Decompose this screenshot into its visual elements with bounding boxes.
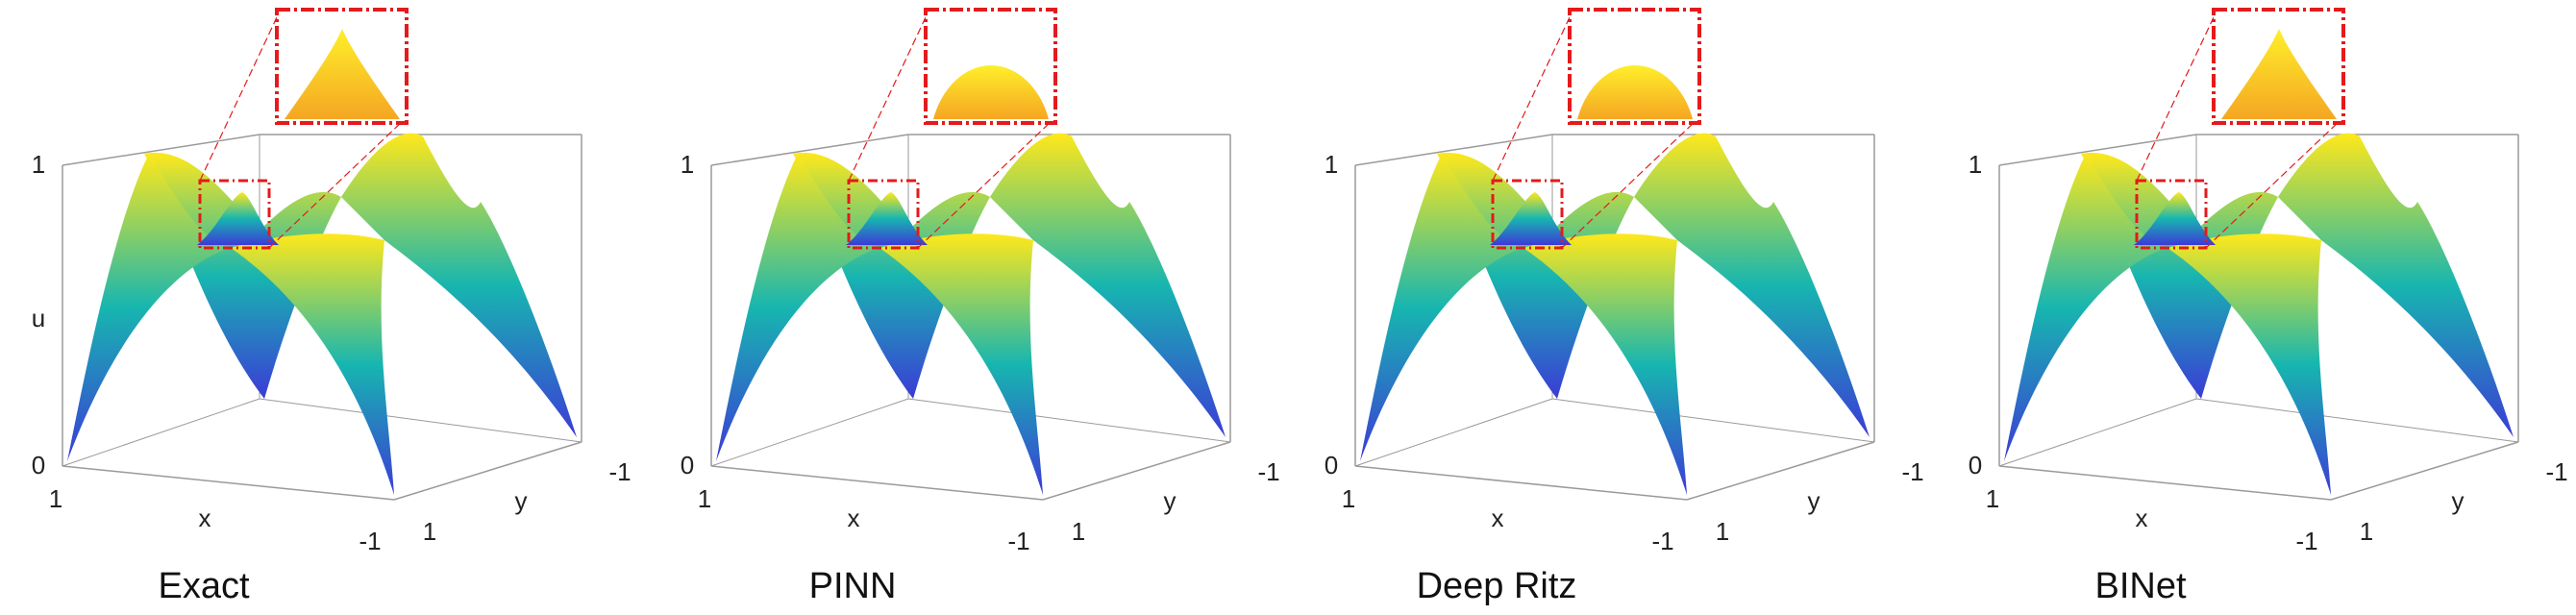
surface-right-lobe — [1634, 133, 1870, 437]
axes-box — [1354, 134, 1875, 501]
z-tick-max: 1 — [681, 150, 694, 179]
surface-plot — [2004, 133, 2514, 495]
y-tick-back: -1 — [1901, 457, 1923, 486]
surface-center-peak — [197, 192, 279, 245]
panel-title: Deep Ritz — [1417, 566, 1577, 606]
surface-left-lobe — [716, 154, 879, 461]
zoom-connector — [2136, 16, 2215, 182]
y-axis-label: y — [515, 486, 528, 515]
zoom-inset-surface — [285, 29, 400, 119]
zoom-connector — [917, 119, 1053, 249]
x-tick-right: -1 — [1651, 527, 1673, 555]
z-tick-min: 0 — [681, 451, 694, 480]
surface-left-lobe — [1360, 154, 1523, 461]
z-tick-max: 1 — [1969, 150, 1982, 179]
surface-front-lobe — [2167, 234, 2331, 495]
highlight-box — [198, 179, 271, 250]
surface-right-lobe — [990, 133, 1226, 437]
z-tick-min: 0 — [32, 451, 45, 480]
surface-right-lobe — [2278, 133, 2514, 437]
y-axis-label: y — [1808, 486, 1821, 515]
x-tick-right: -1 — [2295, 527, 2317, 555]
surface-left-lobe — [67, 154, 231, 461]
zoom-connector — [848, 16, 927, 182]
axes-box — [710, 134, 1231, 501]
x-axis-label: x — [848, 504, 860, 532]
panel-title: BINet — [2094, 566, 2186, 606]
surface-center-peak — [846, 192, 928, 245]
y-tick-back: -1 — [2545, 457, 2567, 486]
y-tick-back: -1 — [608, 457, 631, 486]
highlight-box — [847, 179, 920, 250]
surface-back-lobe — [144, 152, 341, 399]
y-axis-label: y — [1164, 486, 1177, 515]
z-tick-min: 0 — [1969, 451, 1982, 480]
z-axis-label: u — [32, 304, 45, 332]
zoom-connector — [1561, 119, 1697, 249]
z-tick-max: 1 — [1325, 150, 1338, 179]
zoom-inset-surface — [2221, 29, 2337, 119]
surface-left-lobe — [2004, 154, 2167, 461]
x-axis-label: x — [1492, 504, 1504, 532]
surface-front-lobe — [1523, 234, 1687, 495]
zoom-inset — [1568, 8, 1701, 125]
x-tick-left: 1 — [1342, 484, 1355, 513]
highlight-box — [1491, 179, 1564, 250]
surface-right-lobe — [341, 133, 577, 437]
z-tick-min: 0 — [1325, 451, 1338, 480]
zoom-callout — [198, 8, 409, 250]
x-tick-right: -1 — [1007, 527, 1029, 555]
y-axis-label: y — [2452, 486, 2465, 515]
panel-title: Exact — [158, 566, 249, 606]
zoom-inset — [2212, 8, 2345, 125]
zoom-connector — [1492, 16, 1571, 182]
surface-plot — [67, 133, 577, 495]
surface-center-peak — [2134, 192, 2216, 245]
x-tick-right: -1 — [359, 527, 381, 555]
surface-front-lobe — [879, 234, 1043, 495]
zoom-callout — [2135, 8, 2345, 250]
zoom-callout — [847, 8, 1057, 250]
zoom-callout — [1491, 8, 1701, 250]
axes-box — [62, 134, 582, 501]
surface-front-lobe — [231, 234, 394, 495]
surface-plot — [1360, 133, 1870, 495]
zoom-inset — [275, 8, 409, 125]
x-tick-left: 1 — [698, 484, 711, 513]
x-tick-left: 1 — [49, 484, 62, 513]
zoom-inset-surface — [1577, 65, 1693, 119]
highlight-box — [2135, 179, 2208, 250]
y-tick-back: -1 — [1257, 457, 1279, 486]
y-tick-front: 1 — [1716, 517, 1729, 546]
surface-back-lobe — [2081, 152, 2278, 399]
y-tick-front: 1 — [1072, 517, 1085, 546]
y-tick-front: 1 — [2360, 517, 2373, 546]
surface-back-lobe — [1437, 152, 1634, 399]
surface-plot — [716, 133, 1226, 495]
x-axis-label: x — [2136, 504, 2148, 532]
zoom-connector — [2205, 119, 2341, 249]
x-tick-left: 1 — [1986, 484, 1999, 513]
surface-center-peak — [1490, 192, 1572, 245]
zoom-inset — [924, 8, 1057, 125]
z-tick-max: 1 — [32, 150, 45, 179]
zoom-inset-surface — [933, 65, 1049, 119]
y-tick-front: 1 — [423, 517, 436, 546]
zoom-connector — [199, 16, 278, 182]
x-axis-label: x — [199, 504, 211, 532]
panel-title: PINN — [809, 566, 897, 606]
surface-back-lobe — [793, 152, 990, 399]
zoom-connector — [268, 119, 405, 249]
